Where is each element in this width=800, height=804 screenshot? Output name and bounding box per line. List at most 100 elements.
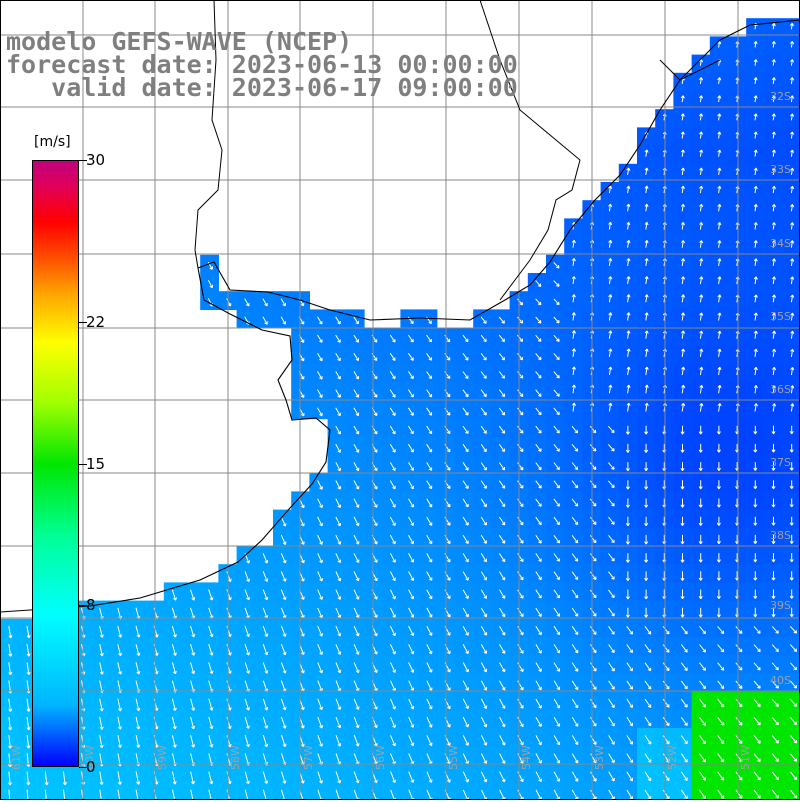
wind-arrow xyxy=(389,389,396,398)
wind-arrow xyxy=(190,589,196,601)
wind-arrow xyxy=(517,425,524,434)
wind-arrow xyxy=(353,553,360,564)
wind-arrow xyxy=(608,444,615,452)
wind-arrow xyxy=(680,167,685,175)
wind-arrow xyxy=(462,498,469,508)
coastline xyxy=(0,19,800,613)
wind-arrow xyxy=(426,516,433,526)
wind-arrow xyxy=(753,330,758,339)
wind-arrow xyxy=(790,789,798,799)
wind-arrow xyxy=(771,425,776,435)
wind-arrow xyxy=(644,348,649,357)
wind-arrow xyxy=(498,389,506,398)
wind-arrow xyxy=(680,534,685,545)
wind-arrow xyxy=(244,644,250,656)
wind-arrow xyxy=(644,167,649,175)
wind-arrow xyxy=(753,167,758,175)
wind-arrow xyxy=(317,352,323,362)
wind-arrow xyxy=(408,735,415,747)
wind-arrow xyxy=(699,312,704,321)
wind-arrow xyxy=(625,553,630,563)
wind-arrow xyxy=(462,462,469,471)
wind-arrow xyxy=(735,789,743,799)
wind-arrow xyxy=(717,366,722,376)
wind-arrow xyxy=(608,516,615,525)
wind-arrow xyxy=(699,77,704,84)
wind-arrow xyxy=(772,330,777,339)
wind-arrow xyxy=(644,789,652,800)
wind-arrow xyxy=(426,425,433,435)
wind-arrow xyxy=(753,644,761,653)
longitude-label: 51W xyxy=(739,745,752,770)
wind-arrow xyxy=(608,257,613,266)
wind-arrow xyxy=(553,298,560,306)
wind-arrow xyxy=(335,516,342,527)
wind-arrow xyxy=(625,534,630,545)
wind-arrow xyxy=(717,330,722,339)
wind-arrow xyxy=(517,462,524,471)
wind-arrow xyxy=(571,607,579,617)
wind-arrow xyxy=(553,516,560,526)
wind-arrow xyxy=(790,735,798,744)
wind-arrow xyxy=(680,717,688,726)
wind-arrow xyxy=(608,312,613,321)
wind-arrow xyxy=(790,185,795,194)
wind-arrow xyxy=(571,330,576,339)
wind-arrow xyxy=(662,662,670,672)
wind-arrow xyxy=(644,680,652,690)
wind-arrow xyxy=(644,498,649,508)
wind-arrow xyxy=(699,698,706,708)
wind-arrow xyxy=(680,113,685,121)
wind-arrow xyxy=(771,698,779,707)
wind-arrow xyxy=(408,553,415,563)
wind-arrow xyxy=(317,625,323,637)
wind-arrow xyxy=(772,258,776,266)
wind-arrow xyxy=(262,771,269,784)
wind-arrow xyxy=(517,407,524,416)
wind-arrow xyxy=(608,716,615,727)
wind-arrow xyxy=(753,203,758,212)
wind-arrow xyxy=(553,607,560,617)
wind-arrow xyxy=(517,480,524,489)
wind-arrow xyxy=(335,443,341,453)
wind-arrow xyxy=(625,589,630,600)
wind-arrow xyxy=(680,498,685,508)
wind-arrow xyxy=(171,735,177,748)
wind-arrow xyxy=(335,735,342,747)
wind-arrow xyxy=(698,553,703,563)
wind-arrow xyxy=(335,534,342,545)
longitude-label: 59W xyxy=(156,745,169,770)
wind-arrow xyxy=(699,717,706,726)
wind-arrow xyxy=(426,625,433,636)
wind-arrow xyxy=(171,662,177,675)
wind-arrow xyxy=(353,425,360,435)
wind-arrow xyxy=(608,185,613,194)
wind-arrow xyxy=(462,698,469,710)
latitude-label: 40S xyxy=(770,674,791,687)
wind-arrow xyxy=(608,571,615,580)
wind-arrow xyxy=(480,425,487,434)
wind-arrow xyxy=(535,480,542,489)
wind-arrow xyxy=(571,366,576,376)
wind-arrow xyxy=(644,425,649,435)
wind-arrow xyxy=(790,698,798,707)
wind-arrow xyxy=(335,407,341,417)
wind-arrow xyxy=(389,644,396,655)
wind-arrow xyxy=(553,553,560,562)
wind-arrow xyxy=(608,384,613,394)
wind-arrow xyxy=(408,771,415,783)
wind-arrow xyxy=(535,443,542,452)
wind-arrow xyxy=(716,607,721,618)
wind-arrow xyxy=(280,662,287,674)
wind-arrow xyxy=(717,95,722,103)
wind-arrow xyxy=(626,716,633,727)
wind-arrow xyxy=(353,771,360,784)
wind-arrow xyxy=(699,185,704,194)
wind-arrow xyxy=(281,771,287,784)
wind-arrow xyxy=(498,462,506,471)
wind-arrow xyxy=(190,662,196,675)
wind-arrow xyxy=(716,571,721,581)
wind-arrow xyxy=(753,571,758,581)
wind-arrow xyxy=(753,698,761,708)
wind-arrow xyxy=(680,203,685,212)
